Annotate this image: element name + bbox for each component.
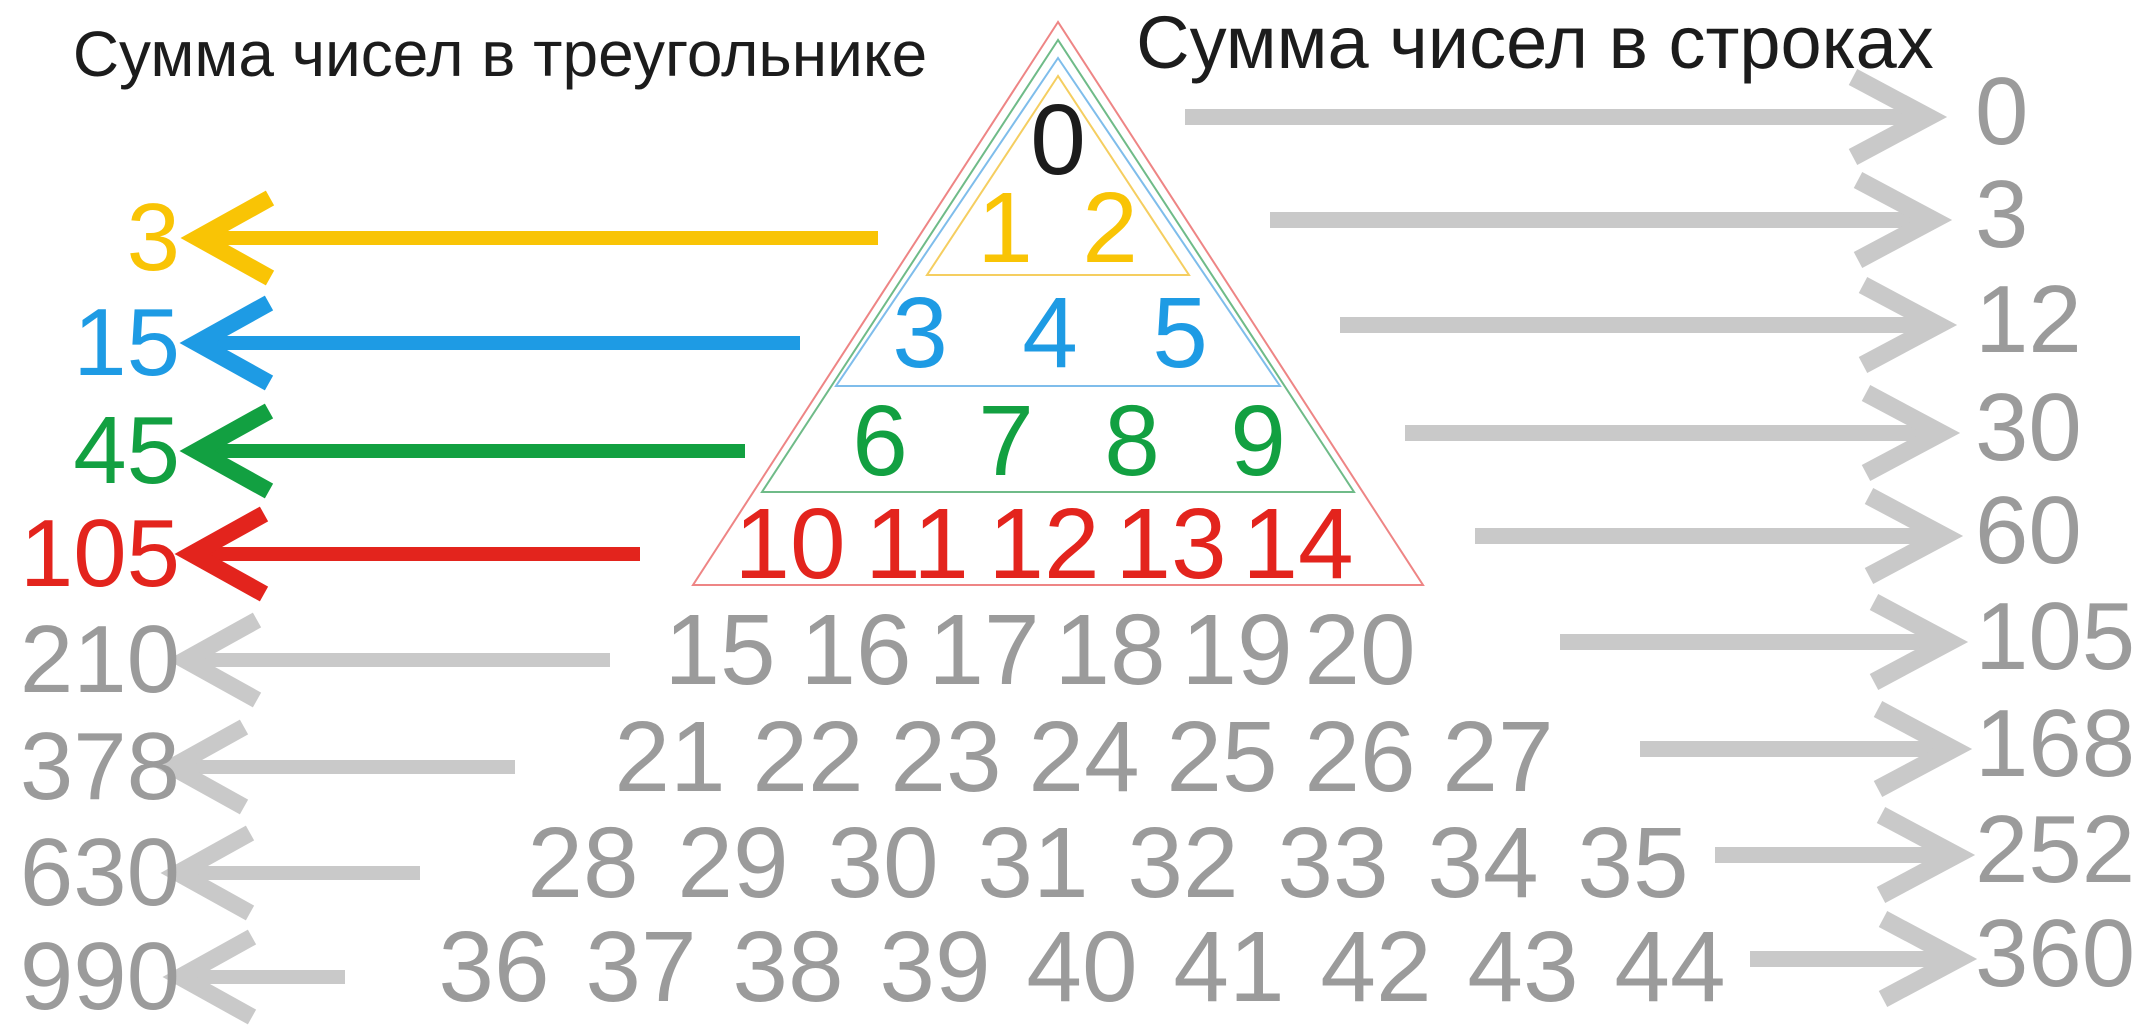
- triangle-number: 31: [977, 807, 1089, 919]
- triangle-outline-blue: [834, 56, 1282, 387]
- triangle-number: 28: [527, 807, 639, 919]
- triangle-number: 11: [865, 488, 969, 600]
- triangle-number: 19: [1181, 594, 1293, 706]
- right-sum-arrow-head: [1848, 69, 1948, 165]
- right-sum-value: 12: [1975, 266, 2082, 373]
- left-sum-arrow-head: [154, 719, 249, 815]
- left-sum-value: 378: [19, 713, 180, 820]
- triangle-number: 15: [664, 594, 776, 706]
- triangle-number: 40: [1026, 911, 1138, 1023]
- left-title: Сумма чисел в треугольнике: [72, 18, 928, 90]
- triangle-number: 32: [1127, 807, 1239, 919]
- right-sum-arrow-head: [1876, 807, 1976, 903]
- triangle-number: 37: [585, 911, 697, 1023]
- triangle-number: 34: [1427, 807, 1539, 919]
- triangle-number: 8: [1104, 385, 1160, 497]
- right-sum-arrow-head: [1858, 277, 1958, 373]
- left-sum-value: 105: [19, 500, 180, 607]
- triangle-number: 7: [978, 385, 1034, 497]
- triangle-number: 0: [1030, 84, 1086, 196]
- left-sum-value: 210: [19, 606, 180, 713]
- right-sum-value: 360: [1975, 900, 2136, 1007]
- triangle-number: 5: [1152, 277, 1208, 389]
- right-sum-value: 168: [1975, 690, 2136, 797]
- left-sum-arrow-head: [160, 825, 255, 921]
- triangle-number: 44: [1614, 911, 1726, 1023]
- triangle-number: 12: [988, 488, 1100, 600]
- right-sum-arrow-head: [1861, 385, 1961, 481]
- right-title: Сумма чисел в строках: [1136, 1, 1934, 84]
- triangle-number: 41: [1173, 911, 1285, 1023]
- triangle-number: 23: [890, 701, 1002, 813]
- triangle-number: 36: [438, 911, 550, 1023]
- left-sum-value: 45: [73, 397, 180, 504]
- left-sum-arrow-head: [174, 506, 269, 602]
- left-sum-arrow-head: [179, 403, 274, 499]
- triangle-number: 38: [732, 911, 844, 1023]
- left-sum-value: 630: [19, 819, 180, 926]
- right-sum-arrow-head: [1878, 911, 1978, 1007]
- triangle-number: 1: [977, 172, 1033, 284]
- triangle-number: 4: [1022, 277, 1078, 389]
- triangle-outline-green: [760, 38, 1356, 493]
- right-sum-arrow-head: [1864, 488, 1964, 584]
- left-sum-value: 3: [126, 184, 180, 291]
- triangle-number: 26: [1304, 701, 1416, 813]
- triangle-number: 43: [1467, 911, 1579, 1023]
- left-sum-value: 990: [19, 923, 180, 1030]
- triangle-number: 6: [852, 385, 908, 497]
- right-sum-value: 252: [1975, 796, 2136, 903]
- left-sum-arrow-head: [180, 190, 275, 286]
- triangle-number: 39: [879, 911, 991, 1023]
- triangle-number: 20: [1304, 594, 1416, 706]
- right-sum-value: 60: [1975, 477, 2082, 584]
- right-sum-arrow-head: [1873, 701, 1973, 797]
- triangle-number: 24: [1028, 701, 1140, 813]
- triangle-number: 9: [1230, 385, 1286, 497]
- triangle-number: 13: [1115, 488, 1227, 600]
- triangle-number: 25: [1166, 701, 1278, 813]
- triangle-number: 10: [734, 488, 846, 600]
- triangle-number: 16: [800, 594, 912, 706]
- right-sum-value: 30: [1975, 374, 2082, 481]
- triangle-number: 21: [614, 701, 726, 813]
- triangle-outline-yellow: [925, 74, 1191, 276]
- triangle-number: 30: [827, 807, 939, 919]
- triangle-outline-red: [691, 20, 1425, 586]
- left-sum-value: 15: [73, 289, 180, 396]
- triangle-number: 2: [1082, 172, 1138, 284]
- triangle-number: 42: [1320, 911, 1432, 1023]
- right-sum-value: 105: [1975, 583, 2136, 690]
- right-sum-arrow-head: [1869, 594, 1969, 690]
- triangle-number: 18: [1054, 594, 1166, 706]
- triangle-number: 27: [1442, 701, 1554, 813]
- triangle-number: 3: [892, 277, 948, 389]
- left-sum-arrow-head: [162, 929, 257, 1025]
- triangle-number: 22: [752, 701, 864, 813]
- triangle-number: 29: [677, 807, 789, 919]
- triangle-number: 35: [1577, 807, 1689, 919]
- right-sum-arrow-head: [1853, 172, 1953, 268]
- right-sum-value: 0: [1975, 58, 2029, 165]
- right-sum-value: 3: [1975, 161, 2029, 268]
- left-sum-arrow-head: [167, 612, 262, 708]
- triangle-number: 33: [1277, 807, 1389, 919]
- triangle-number: 14: [1242, 488, 1354, 600]
- triangle-number: 17: [928, 594, 1040, 706]
- left-sum-arrow-head: [179, 295, 274, 391]
